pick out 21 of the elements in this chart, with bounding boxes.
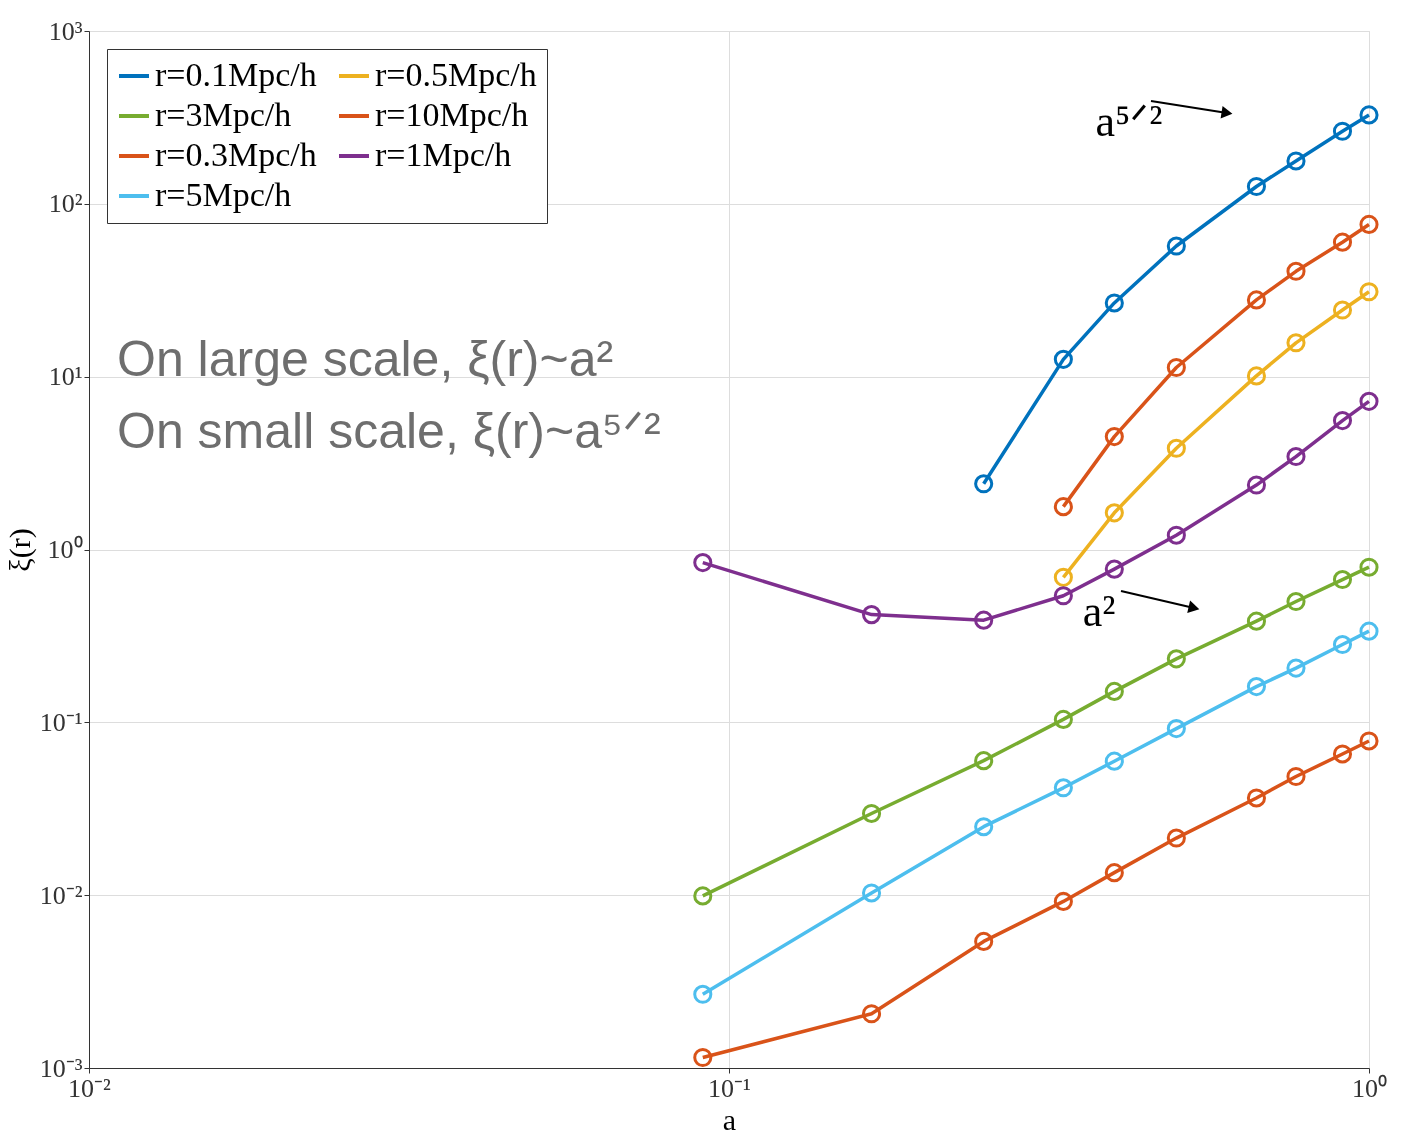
x-tick-label: 10⁰ — [1352, 1073, 1387, 1103]
y-tick-label: 10⁰ — [47, 535, 83, 564]
x-axis-title: a — [722, 1102, 737, 1136]
annotation: a² — [1082, 587, 1116, 636]
y-tick-label: 10⁻¹ — [39, 707, 83, 737]
annotation: On large scale, ξ(r)~a² — [117, 331, 614, 387]
legend-label: r=3Mpc/h — [155, 96, 292, 133]
y-axis-title: ξ(r) — [2, 528, 37, 572]
y-tick-label: 10³ — [48, 16, 83, 46]
legend-label: r=5Mpc/h — [155, 176, 292, 213]
legend-label: r=0.1Mpc/h — [155, 56, 317, 93]
y-tick-label: 10⁻² — [39, 880, 83, 910]
legend-label: r=0.3Mpc/h — [155, 136, 317, 173]
annotation: On small scale, ξ(r)~a⁵ᐟ² — [117, 403, 661, 459]
legend-label: r=10Mpc/h — [375, 96, 529, 133]
annotation: a⁵ᐟ² — [1095, 97, 1163, 146]
y-tick-label: 10² — [48, 189, 83, 219]
legend-label: r=1Mpc/h — [375, 136, 512, 173]
x-tick-label: 10⁻¹ — [708, 1073, 751, 1103]
y-tick-label: 10¹ — [48, 362, 83, 392]
legend-label: r=0.5Mpc/h — [375, 56, 537, 93]
